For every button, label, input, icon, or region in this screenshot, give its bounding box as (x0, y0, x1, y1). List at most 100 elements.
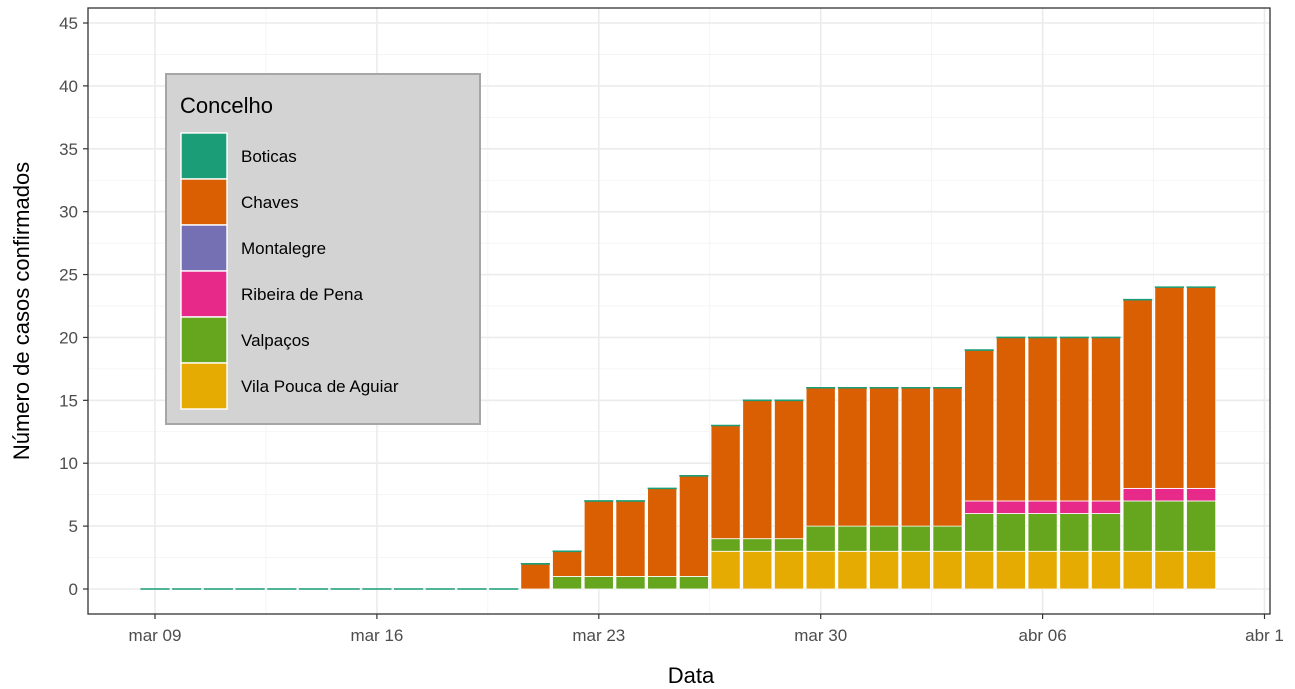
bar-segment (1122, 500, 1153, 552)
bar-segment (774, 399, 804, 540)
bar-segment (1091, 550, 1121, 590)
bar-segment (710, 425, 741, 540)
bar-segment (1027, 513, 1058, 552)
bar-segment (932, 387, 963, 527)
y-tick-label: 30 (59, 203, 78, 222)
bar-segment (932, 550, 963, 590)
legend-label: Vila Pouca de Aguiar (241, 377, 399, 396)
legend-key (180, 270, 228, 318)
legend-key (180, 316, 228, 364)
x-tick-label: mar 16 (350, 626, 403, 645)
bar-segment (964, 513, 995, 552)
bar-segment (647, 487, 678, 577)
bar-segment (964, 500, 995, 514)
bar-segment (932, 525, 963, 552)
bar-segment (615, 576, 646, 590)
x-tick-label: abr 06 (1018, 626, 1066, 645)
bar-segment (869, 550, 900, 590)
bar-segment (1027, 337, 1058, 502)
bar-segment (742, 538, 773, 552)
legend-key (180, 178, 228, 226)
x-tick-label: abr 1 (1245, 626, 1284, 645)
bar-segment (615, 500, 646, 577)
legend-label: Ribeira de Pena (241, 285, 363, 304)
bar-segment (774, 538, 804, 552)
bar-segment (1091, 337, 1121, 502)
bar-segment (678, 475, 709, 577)
bar-segment (837, 387, 868, 527)
bar-segment (742, 399, 773, 540)
legend-label: Montalegre (241, 239, 326, 258)
legend-title: Concelho (180, 93, 273, 118)
bar-segment (1186, 487, 1217, 502)
bar-segment (805, 550, 836, 590)
bar-segment (1154, 487, 1185, 502)
y-tick-label: 10 (59, 454, 78, 473)
panel-border (87, 7, 1271, 615)
y-tick-label: 25 (59, 266, 78, 285)
bar-segment (1091, 513, 1121, 552)
bar-segment (995, 337, 1026, 502)
legend-items: Boticas Chaves Montalegre Ribeira de Pena Va… (180, 132, 399, 410)
legend-label: Valpaços (241, 331, 310, 350)
bar-segment (995, 550, 1026, 590)
bar-segment (900, 387, 931, 527)
bar-segment (1122, 550, 1153, 590)
bar-segment (995, 500, 1026, 514)
x-tick-label: mar 23 (572, 626, 625, 645)
bar-segment (710, 550, 741, 590)
bar-segment (805, 525, 836, 552)
bar-segment (964, 349, 995, 502)
bar-segment (1122, 487, 1153, 502)
bar-segment (1186, 500, 1217, 552)
y-tick-label: 20 (59, 328, 78, 347)
bar-segment (520, 563, 551, 590)
y-axis-title: Número de casos confirmados (9, 162, 34, 460)
bar-segment (1154, 500, 1185, 552)
y-tick-label: 45 (59, 14, 78, 33)
bar-segment (900, 550, 931, 590)
bar-segment (964, 550, 995, 590)
y-tick-label: 40 (59, 77, 78, 96)
bar-segment (742, 550, 773, 590)
x-axis-title: Data (668, 663, 715, 688)
bar-segment (1059, 550, 1090, 590)
bar-segment (774, 550, 804, 590)
x-tick-label: mar 09 (129, 626, 182, 645)
bar-segment (837, 525, 868, 552)
legend: Concelho Boticas Chaves Montalegre Ribeira … (165, 73, 481, 425)
bar-segment (1059, 500, 1090, 514)
legend-key (180, 362, 228, 410)
bar-segment (710, 538, 741, 552)
y-tick-label: 5 (69, 517, 78, 536)
bar-segment (552, 550, 583, 577)
bar-segment (1186, 550, 1217, 590)
bar-segment (583, 500, 614, 577)
bar-segment (1186, 286, 1217, 489)
bars (140, 286, 1217, 590)
bar-segment (869, 525, 900, 552)
legend-label: Boticas (241, 147, 297, 166)
bar-segment (678, 576, 709, 590)
bar-segment (900, 525, 931, 552)
bar-segment (869, 387, 900, 527)
y-axis: 0 5 10 15 20 25 30 35 40 45 (59, 14, 88, 599)
bar-segment (1059, 513, 1090, 552)
legend-key (180, 132, 228, 180)
bar-segment (1059, 337, 1090, 502)
y-tick-label: 35 (59, 140, 78, 159)
y-tick-label: 15 (59, 391, 78, 410)
bar-segment (647, 576, 678, 590)
bar-segment (552, 576, 583, 590)
bar-segment (1091, 500, 1121, 514)
bar-segment (995, 513, 1026, 552)
bar-segment (1027, 500, 1058, 514)
bar-segment (1122, 299, 1153, 489)
bar-segment (1027, 550, 1058, 590)
legend-label: Chaves (241, 193, 299, 212)
bar-segment (805, 387, 836, 527)
bar-segment (837, 550, 868, 590)
x-axis: mar 09 mar 16 mar 23 mar 30 abr 06 abr 1 (129, 614, 1284, 645)
y-tick-label: 0 (69, 580, 78, 599)
